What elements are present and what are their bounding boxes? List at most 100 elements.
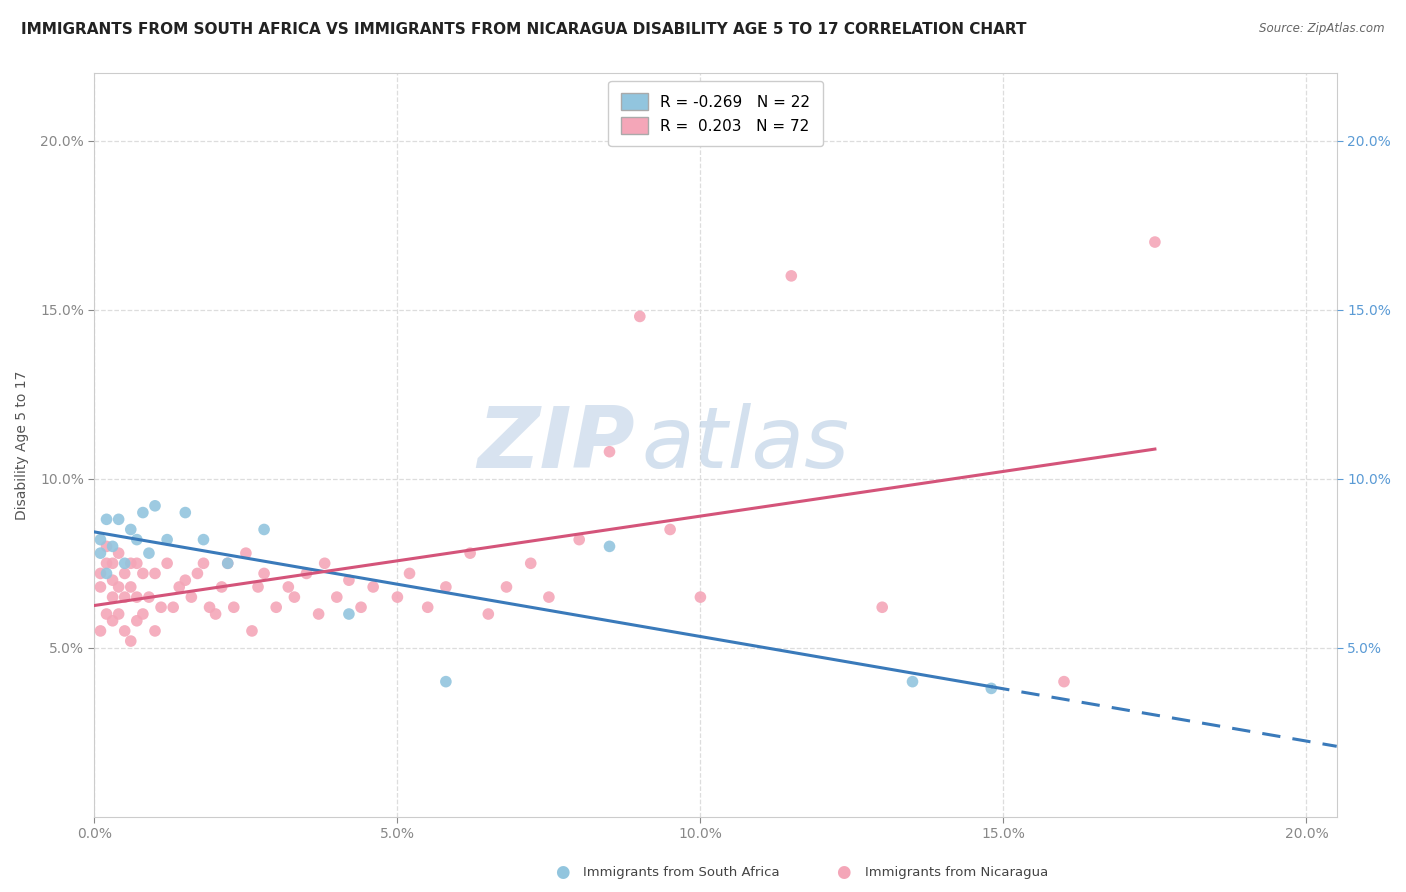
Point	[125, 614, 148, 628]
Point	[174, 506, 197, 520]
Point	[477, 607, 499, 621]
Point	[132, 506, 155, 520]
Point	[107, 607, 129, 621]
Text: Immigrants from Nicaragua: Immigrants from Nicaragua	[865, 866, 1047, 879]
Point	[458, 546, 481, 560]
Point	[125, 590, 148, 604]
Point	[114, 556, 136, 570]
Point	[599, 540, 621, 554]
Point	[326, 590, 349, 604]
Point	[89, 546, 111, 560]
Point	[162, 600, 184, 615]
Point	[156, 556, 179, 570]
Point	[167, 580, 190, 594]
Point	[101, 590, 124, 604]
Point	[107, 546, 129, 560]
Point	[217, 556, 239, 570]
Point	[350, 600, 373, 615]
Point	[277, 580, 299, 594]
Point	[337, 573, 360, 587]
Point	[107, 512, 129, 526]
Text: ●: ●	[837, 863, 851, 881]
Point	[568, 533, 591, 547]
Text: ZIP: ZIP	[477, 403, 634, 486]
Point	[96, 512, 118, 526]
Point	[89, 533, 111, 547]
Point	[337, 607, 360, 621]
Point	[143, 624, 166, 638]
Point	[264, 600, 287, 615]
Point	[314, 556, 336, 570]
Point	[253, 523, 276, 537]
Point	[198, 600, 221, 615]
Point	[125, 533, 148, 547]
Text: Immigrants from South Africa: Immigrants from South Africa	[583, 866, 780, 879]
Point	[689, 590, 711, 604]
Point	[101, 556, 124, 570]
Point	[434, 674, 457, 689]
Point	[96, 607, 118, 621]
Point	[132, 607, 155, 621]
Point	[89, 624, 111, 638]
Point	[217, 556, 239, 570]
Point	[599, 444, 621, 458]
Point	[96, 566, 118, 581]
Point	[96, 556, 118, 570]
Point	[138, 546, 160, 560]
Point	[235, 546, 257, 560]
Point	[1053, 674, 1076, 689]
Text: ●: ●	[555, 863, 569, 881]
Point	[308, 607, 330, 621]
Point	[138, 590, 160, 604]
Point	[120, 634, 142, 648]
Point	[186, 566, 208, 581]
Point	[125, 556, 148, 570]
Point	[870, 600, 893, 615]
Text: Source: ZipAtlas.com: Source: ZipAtlas.com	[1260, 22, 1385, 36]
Point	[1143, 235, 1166, 249]
Point	[96, 540, 118, 554]
Point	[120, 556, 142, 570]
Point	[193, 556, 215, 570]
Point	[416, 600, 439, 615]
Point	[901, 674, 924, 689]
Point	[107, 580, 129, 594]
Point	[434, 580, 457, 594]
Point	[132, 566, 155, 581]
Text: IMMIGRANTS FROM SOUTH AFRICA VS IMMIGRANTS FROM NICARAGUA DISABILITY AGE 5 TO 17: IMMIGRANTS FROM SOUTH AFRICA VS IMMIGRAN…	[21, 22, 1026, 37]
Point	[211, 580, 233, 594]
Point	[114, 566, 136, 581]
Point	[398, 566, 420, 581]
Point	[114, 624, 136, 638]
Point	[180, 590, 202, 604]
Point	[114, 590, 136, 604]
Legend: R = -0.269   N = 22, R =  0.203   N = 72: R = -0.269 N = 22, R = 0.203 N = 72	[609, 80, 823, 146]
Point	[174, 573, 197, 587]
Point	[101, 573, 124, 587]
Point	[120, 523, 142, 537]
Point	[387, 590, 409, 604]
Point	[89, 566, 111, 581]
Point	[101, 614, 124, 628]
Point	[628, 310, 651, 324]
Point	[247, 580, 270, 594]
Point	[89, 580, 111, 594]
Point	[283, 590, 305, 604]
Point	[780, 268, 803, 283]
Point	[495, 580, 517, 594]
Point	[253, 566, 276, 581]
Point	[537, 590, 560, 604]
Point	[519, 556, 541, 570]
Point	[222, 600, 245, 615]
Point	[193, 533, 215, 547]
Point	[240, 624, 263, 638]
Point	[156, 533, 179, 547]
Text: atlas: atlas	[641, 403, 849, 486]
Point	[361, 580, 384, 594]
Point	[143, 499, 166, 513]
Point	[120, 580, 142, 594]
Y-axis label: Disability Age 5 to 17: Disability Age 5 to 17	[15, 370, 30, 520]
Point	[101, 540, 124, 554]
Point	[150, 600, 173, 615]
Point	[295, 566, 318, 581]
